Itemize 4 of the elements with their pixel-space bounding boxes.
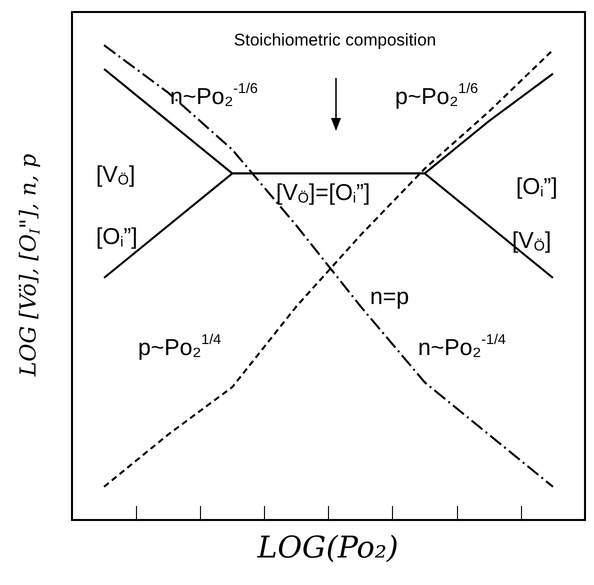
annotation: n=p [370,282,410,309]
x-axis-title: LOG(Po₂) [256,530,398,566]
annotation: Stoichiometric composition [234,30,436,50]
y-axis-title: LOG [Vö], [OI"], n, p [16,154,44,378]
